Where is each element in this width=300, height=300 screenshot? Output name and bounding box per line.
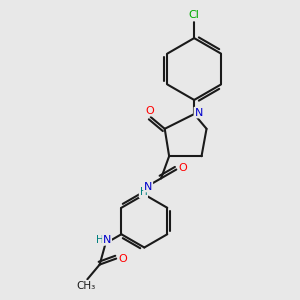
Text: O: O xyxy=(145,106,154,116)
Text: CH₃: CH₃ xyxy=(76,281,95,291)
Text: H: H xyxy=(96,235,104,245)
Text: O: O xyxy=(178,163,187,173)
Text: N: N xyxy=(103,235,111,245)
Text: O: O xyxy=(118,254,127,263)
Text: Cl: Cl xyxy=(189,11,200,20)
Text: N: N xyxy=(194,108,203,118)
Text: N: N xyxy=(144,182,152,192)
Text: H: H xyxy=(140,188,147,197)
